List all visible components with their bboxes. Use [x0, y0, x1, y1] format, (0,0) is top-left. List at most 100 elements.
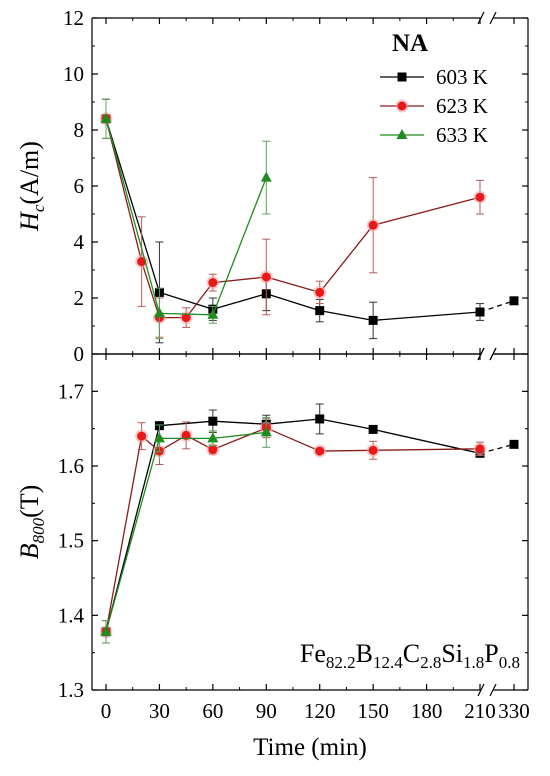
- data-point: [315, 446, 325, 456]
- series-line-segment: [159, 291, 214, 310]
- bottom-panel: 1.3 1.4 1.5 1.6 1.7 B800(T) Fe82.2B12.4C2.8Si1…: [15, 347, 529, 702]
- series-line-segment: [266, 276, 320, 294]
- x-tick-label: 120: [304, 699, 336, 723]
- data-point: [260, 171, 272, 182]
- legend-marker: [397, 101, 407, 111]
- series-line-segment: [319, 309, 374, 322]
- data-point: [207, 308, 219, 319]
- axis-break-mark: [489, 347, 497, 361]
- data-point: [208, 416, 218, 426]
- series-line-segment: [105, 118, 161, 314]
- data-point: [261, 272, 271, 282]
- y-tick-label: 2: [74, 286, 85, 310]
- series-line-segment: [105, 438, 161, 632]
- y-tick-label: 1.3: [58, 678, 84, 702]
- data-point: [208, 278, 218, 288]
- series-line-segment: [479, 300, 515, 313]
- data-point: [368, 445, 378, 455]
- data-point: [137, 257, 147, 267]
- shared-axis-elements: 0 30 60 90 120 150 180 210 330 Time (min): [101, 699, 530, 761]
- series-line-segment: [373, 311, 481, 322]
- legend-marker: [397, 72, 407, 82]
- y-tick-label: 8: [74, 118, 85, 142]
- data-point: [509, 439, 519, 449]
- x-tick-label: 150: [357, 699, 389, 723]
- axis-break-mark: [477, 683, 485, 697]
- legend-label: 633 K: [436, 123, 488, 147]
- data-point: [368, 424, 378, 434]
- y-axis-label: Hc(A/m): [15, 141, 48, 232]
- x-tick-label: 30: [149, 699, 170, 723]
- series-633-k: [100, 98, 272, 340]
- data-point: [368, 220, 378, 230]
- data-point: [315, 414, 325, 424]
- series-line-segment: [212, 276, 267, 284]
- legend-marker: [396, 129, 408, 139]
- legend-title: NA: [392, 30, 428, 57]
- series-line-segment: [212, 420, 267, 425]
- series-line-segment: [105, 436, 143, 632]
- data-point: [153, 307, 165, 318]
- series-line-segment: [372, 196, 481, 226]
- y-tick-label: 0: [74, 342, 85, 366]
- data-point: [207, 432, 219, 443]
- y-tick-label: 6: [74, 174, 85, 198]
- data-point: [368, 315, 378, 325]
- series-623-k: [99, 98, 487, 338]
- x-tick-label: 0: [101, 699, 112, 723]
- y-tick-label: 1.7: [58, 379, 84, 403]
- data-point: [100, 112, 112, 123]
- composition-annotation: Fe82.2B12.4C2.8Si1.8P0.8: [300, 639, 520, 672]
- data-point: [137, 431, 147, 441]
- series-line-segment: [105, 118, 161, 293]
- data-point: [100, 625, 112, 636]
- series-line-segment: [212, 431, 267, 440]
- y-tick-label: 1.6: [58, 454, 84, 478]
- axis-break-mark: [477, 347, 485, 361]
- data-point: [475, 444, 485, 454]
- series-line-segment: [319, 224, 374, 293]
- y-tick-label: 12: [63, 6, 84, 30]
- data-point: [208, 445, 218, 455]
- y-tick-label: 1.4: [58, 603, 85, 627]
- data-point: [153, 432, 165, 443]
- legend-label: 603 K: [436, 65, 488, 89]
- x-tick-label: 330: [498, 699, 530, 723]
- axis-break-mark: [477, 11, 485, 25]
- data-point: [260, 426, 272, 437]
- series-633-k: [100, 416, 272, 644]
- axis-break-mark: [489, 11, 497, 25]
- x-tick-label: 180: [411, 699, 443, 723]
- series-603-k: [101, 403, 519, 644]
- x-axis-label: Time (min): [253, 734, 367, 761]
- series-line-segment: [479, 443, 515, 454]
- x-tick-label: 60: [202, 699, 223, 723]
- series-line-segment: [319, 449, 374, 452]
- series-line-segment: [266, 418, 320, 425]
- series-line-segment: [266, 427, 320, 452]
- data-point: [315, 287, 325, 297]
- series-line-segment: [212, 177, 267, 316]
- series-line-segment: [212, 427, 267, 451]
- data-point: [509, 296, 519, 306]
- series-line-segment: [212, 293, 267, 310]
- data-point: [315, 306, 325, 316]
- series-line-segment: [266, 293, 320, 312]
- y-tick-label: 4: [74, 230, 85, 254]
- series-line-segment: [185, 282, 214, 318]
- y-tick-label: 10: [63, 62, 84, 86]
- data-point: [475, 307, 485, 317]
- legend: NA 603 K 623 K 633 K: [380, 30, 488, 147]
- data-point: [475, 192, 485, 202]
- axis-break-mark: [489, 683, 497, 697]
- series-line-segment: [319, 418, 374, 431]
- legend-label: 623 K: [436, 94, 488, 118]
- data-point: [181, 430, 191, 440]
- y-tick-label: 1.5: [58, 529, 84, 553]
- x-tick-label: 210: [464, 699, 496, 723]
- series-line-segment: [373, 448, 481, 451]
- x-tick-label: 90: [256, 699, 277, 723]
- series-line-segment: [140, 261, 161, 318]
- data-point: [181, 313, 191, 323]
